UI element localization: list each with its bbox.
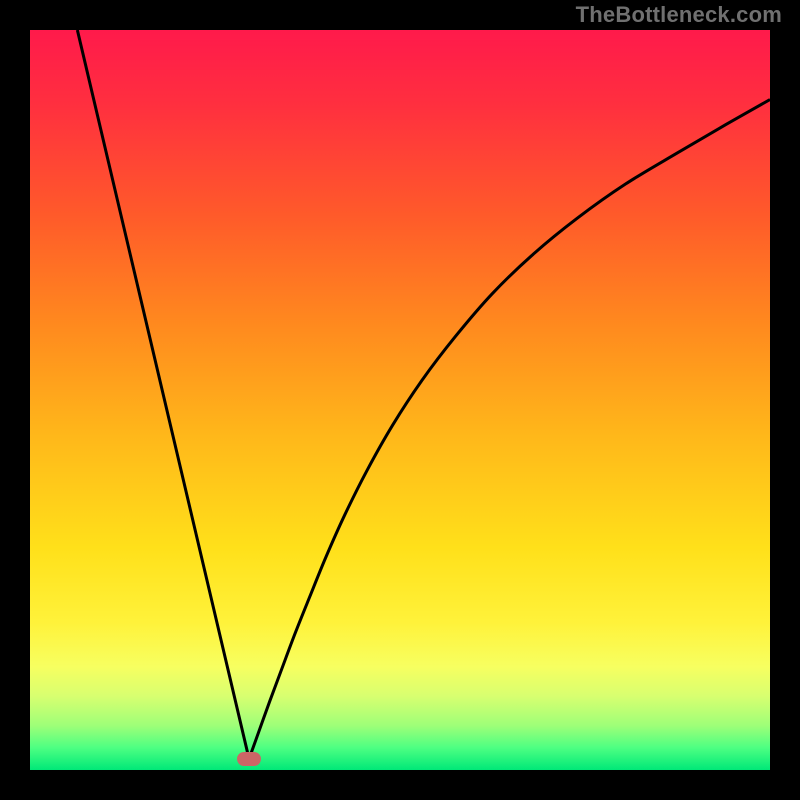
- vertex-marker: [237, 752, 261, 766]
- bottleneck-curve: [77, 30, 770, 759]
- plot-area: [30, 30, 770, 770]
- chart-container: TheBottleneck.com: [0, 0, 800, 800]
- curve-layer: [30, 30, 770, 770]
- watermark-text: TheBottleneck.com: [576, 2, 782, 28]
